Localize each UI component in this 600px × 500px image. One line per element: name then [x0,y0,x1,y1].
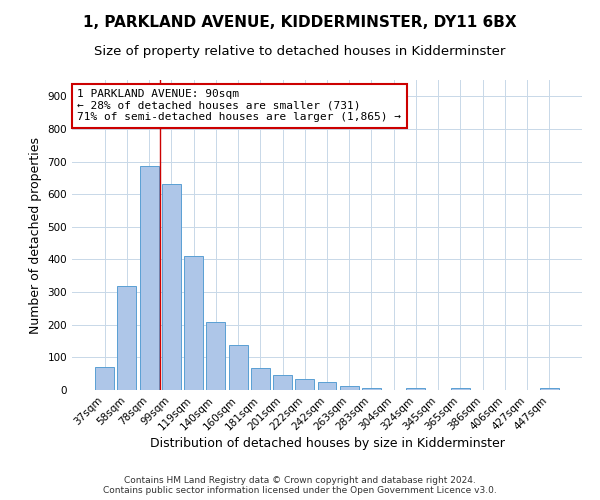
X-axis label: Distribution of detached houses by size in Kidderminster: Distribution of detached houses by size … [149,438,505,450]
Text: 1, PARKLAND AVENUE, KIDDERMINSTER, DY11 6BX: 1, PARKLAND AVENUE, KIDDERMINSTER, DY11 … [83,15,517,30]
Text: 1 PARKLAND AVENUE: 90sqm
← 28% of detached houses are smaller (731)
71% of semi-: 1 PARKLAND AVENUE: 90sqm ← 28% of detach… [77,90,401,122]
Bar [295,378,314,390]
Bar [251,368,270,390]
Bar [140,166,158,390]
Bar [273,374,292,390]
Bar [406,388,425,390]
Y-axis label: Number of detached properties: Number of detached properties [29,136,42,334]
Bar [162,184,181,390]
Bar [362,388,381,390]
Bar [118,286,136,390]
Bar [229,346,248,390]
Bar [206,322,225,390]
Bar [540,388,559,390]
Bar [451,388,470,390]
Bar [317,382,337,390]
Text: Size of property relative to detached houses in Kidderminster: Size of property relative to detached ho… [94,45,506,58]
Bar [340,386,359,390]
Text: Contains HM Land Registry data © Crown copyright and database right 2024.
Contai: Contains HM Land Registry data © Crown c… [103,476,497,495]
Bar [95,367,114,390]
Bar [184,256,203,390]
